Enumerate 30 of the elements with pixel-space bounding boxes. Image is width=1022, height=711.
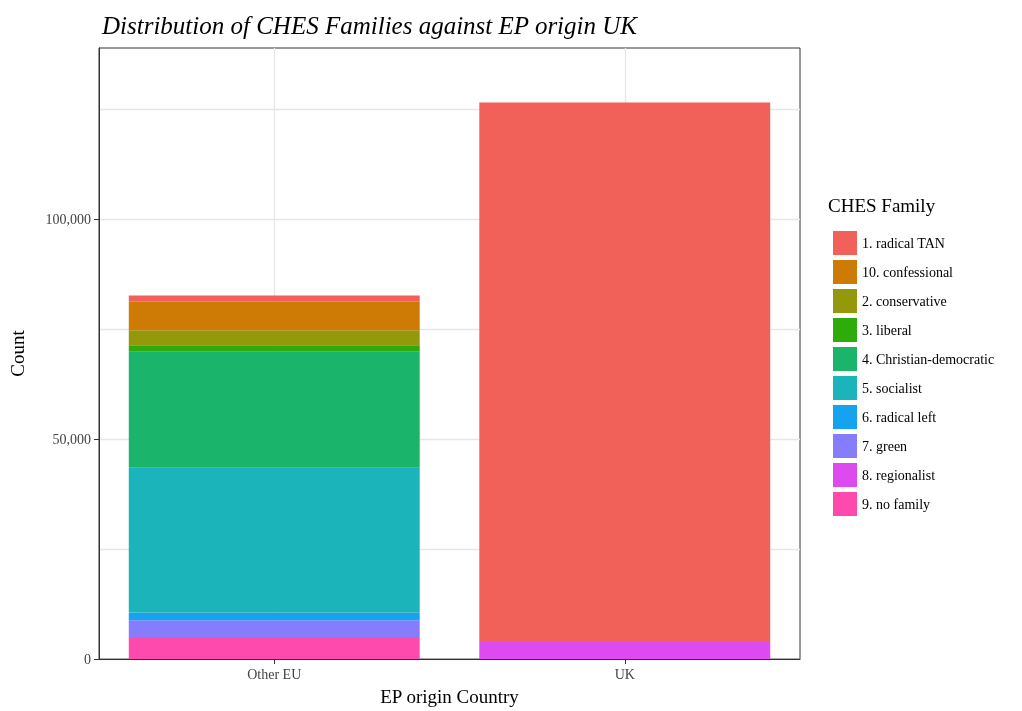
x-axis-title: EP origin Country	[380, 686, 520, 707]
legend-label: 5. socialist	[862, 380, 922, 396]
bar	[128, 301, 420, 331]
y-tick-label: 50,000	[52, 431, 91, 447]
legend-label: 9. no family	[862, 496, 931, 512]
x-tick-label: Other EU	[247, 666, 302, 682]
y-tick-label: 0	[84, 651, 91, 667]
bar	[128, 345, 420, 352]
bar	[479, 640, 771, 659]
legend-label: 2. conservative	[862, 293, 947, 309]
bar	[128, 330, 420, 346]
y-tick-label: 100,000	[45, 211, 91, 227]
bar	[128, 612, 420, 621]
chart-title: Distribution of CHES Families against EP origin UK	[101, 12, 639, 39]
legend-label: 10. confessional	[862, 264, 954, 280]
legend-label: 8. regionalist	[862, 467, 936, 483]
x-tick-label: UK	[614, 666, 635, 682]
bar	[128, 637, 420, 659]
bar	[128, 620, 420, 638]
legend-title: CHES Family	[828, 195, 936, 216]
bar	[128, 351, 420, 468]
legend-label: 7. green	[862, 438, 908, 454]
legend-label: 6. radical left	[862, 409, 937, 425]
bar	[128, 295, 420, 302]
bar	[479, 102, 771, 641]
bar	[128, 467, 420, 613]
y-axis-title: Count	[7, 329, 28, 377]
legend-label: 4. Christian-democratic	[862, 351, 995, 367]
legend-label: 3. liberal	[862, 322, 912, 338]
legend-label: 1. radical TAN	[862, 235, 945, 251]
